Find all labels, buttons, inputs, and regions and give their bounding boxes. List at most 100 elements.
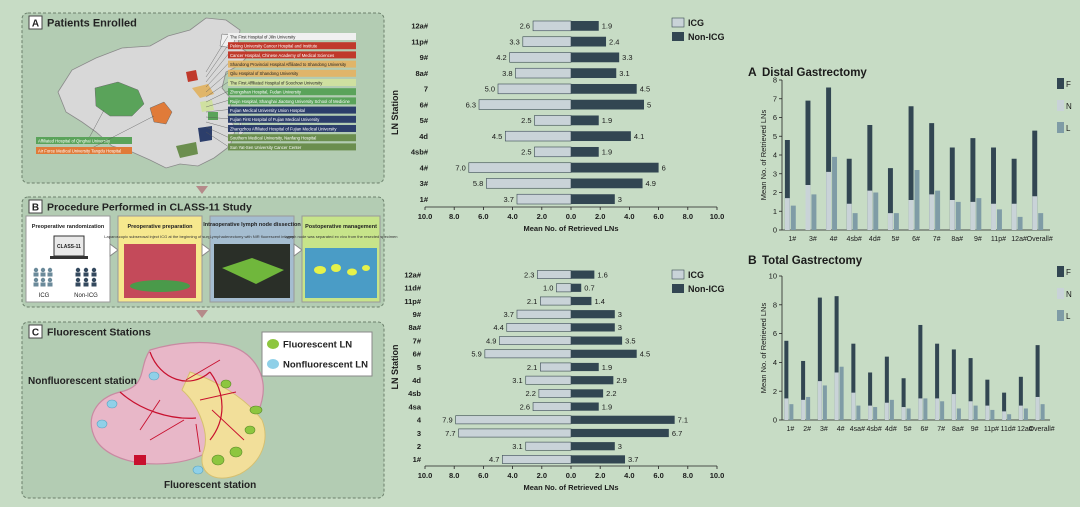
- category-label: 3: [417, 429, 421, 438]
- province-fujian: [198, 126, 212, 142]
- bar-l: [935, 190, 941, 230]
- category-label: 4d: [412, 376, 421, 385]
- nonfluorescent-station-label: Nonfluorescent station: [28, 376, 137, 387]
- data-label-non-icg: 2.9: [616, 376, 626, 385]
- data-label-non-icg: 4.9: [646, 179, 656, 188]
- category-label: 6#: [920, 426, 928, 433]
- bar-l: [1007, 414, 1012, 420]
- category-label: 11d#: [1001, 426, 1016, 433]
- data-label-icg: 3.7: [504, 195, 514, 204]
- bar-icg: [497, 83, 572, 95]
- bar-non-icg: [571, 428, 669, 438]
- bar-l: [1023, 408, 1028, 420]
- bar-chart-total-gastrectomy: B Total Gastrectomy 0 2 4 6 8 10 Mean No. of Ret…: [748, 253, 1072, 433]
- y-tick-label: 3: [773, 169, 777, 178]
- bar-n: [868, 405, 873, 420]
- x-tick-label: 10.0: [710, 471, 725, 480]
- bar-f: [834, 296, 839, 420]
- y-tick-label: 4: [773, 151, 777, 160]
- data-label-non-icg: 3: [618, 195, 622, 204]
- bar-icg: [455, 415, 572, 425]
- category-label: 4sb: [408, 389, 421, 398]
- bar-l: [806, 396, 811, 420]
- panel-a-label-box: [28, 15, 43, 30]
- data-label-icg: 3.3: [509, 37, 519, 46]
- data-label-non-icg: 4.5: [640, 350, 650, 359]
- bar-icg: [484, 349, 572, 359]
- category-label: 4#: [837, 426, 845, 433]
- category-label: 5#: [420, 116, 429, 125]
- bar-f: [784, 140, 790, 230]
- bar-l: [940, 401, 945, 420]
- y-tick-label: 0: [773, 416, 777, 425]
- legend-label-icg: ICG: [688, 270, 704, 280]
- data-label-non-icg: 3.3: [622, 53, 632, 62]
- x-tick-label: 2.0: [537, 471, 547, 480]
- hospital-list-right: The First Hospital of Jilin University Pe…: [205, 33, 356, 151]
- bar-f: [985, 379, 990, 420]
- hospital-tag: [228, 42, 356, 50]
- hospital-name: Ruijin Hospital, Shanghai Jiaotong Unive…: [230, 99, 351, 104]
- y-tick-label: 6: [773, 113, 777, 122]
- data-label-non-icg: 3.5: [625, 336, 635, 345]
- hospital-tag: [228, 51, 356, 59]
- category-label: 4sa: [408, 402, 421, 411]
- category-label: 1#: [413, 455, 422, 464]
- category-label: 4#: [830, 236, 838, 243]
- bar-icg: [478, 99, 572, 110]
- category-label: 11p#: [984, 426, 999, 433]
- x-tick-label: 8.0: [683, 471, 693, 480]
- y-tick-label: 2: [773, 188, 777, 197]
- data-label-icg: 5.8: [473, 179, 483, 188]
- bar-n: [851, 392, 856, 420]
- hospital-tag: [228, 106, 356, 114]
- hospital-name: Sun Yat-Sen University Cancer Center: [230, 145, 302, 150]
- category-label: 4sb#: [847, 236, 862, 243]
- data-label-non-icg: 4.1: [634, 132, 644, 141]
- data-label-icg: 4.7: [489, 455, 499, 464]
- bar-icg: [458, 428, 572, 438]
- bar-non-icg: [571, 296, 592, 306]
- x-tick-label: 2.0: [595, 471, 605, 480]
- hospital-name: Cancer Hospital, Chinese Academy of Medi…: [230, 53, 334, 58]
- legend-fluor-swatch: [267, 339, 279, 349]
- data-label-non-icg: 0.7: [584, 284, 594, 293]
- category-label: 11d#: [404, 284, 422, 293]
- step-3-fluorescence: [222, 258, 284, 284]
- category-label: 11p#: [404, 297, 422, 306]
- bar-non-icg: [571, 336, 623, 345]
- category-label: 12a#: [1011, 236, 1027, 243]
- bar-icg: [486, 178, 572, 189]
- legend-swatch-l: [1057, 310, 1064, 321]
- category-label: 6#: [912, 236, 920, 243]
- data-label-icg: 5.9: [471, 350, 481, 359]
- category-label: 8a#: [951, 236, 963, 243]
- bar-n: [846, 203, 852, 230]
- bar-n: [908, 200, 914, 230]
- hospital-name: Southern Medical University, Nanfang Hos…: [230, 136, 316, 141]
- hospital-name: Shandong Provincial Hospital Affiliated …: [230, 62, 347, 67]
- data-label-non-icg: 1.9: [602, 363, 612, 372]
- panel-c-legend: [261, 331, 373, 377]
- bar-n: [817, 381, 822, 420]
- hospital-connector: [205, 121, 229, 129]
- bar-icg: [532, 20, 572, 32]
- hospital-connector: [205, 81, 229, 98]
- bar-icg: [540, 296, 572, 306]
- bar-n: [951, 394, 956, 420]
- bar-f: [805, 100, 811, 230]
- bar-icg: [522, 36, 572, 47]
- data-label-non-icg: 3.7: [628, 455, 638, 464]
- hospital-tag: [228, 60, 356, 68]
- bar-n: [784, 198, 790, 230]
- hospital-connector: [205, 126, 229, 138]
- step-4-nodes: [314, 264, 370, 276]
- legend-swatch-icg: [671, 17, 685, 28]
- data-label-non-icg: 2.2: [606, 389, 616, 398]
- category-label: 4sb#: [411, 148, 429, 157]
- legend-label-non-icg: Non-ICG: [688, 284, 725, 294]
- bar-icg: [540, 362, 572, 372]
- y-axis-label: Mean No. of Retrieved LNs: [759, 303, 768, 394]
- category-label: 9#: [971, 426, 979, 433]
- bar-icg: [509, 52, 572, 63]
